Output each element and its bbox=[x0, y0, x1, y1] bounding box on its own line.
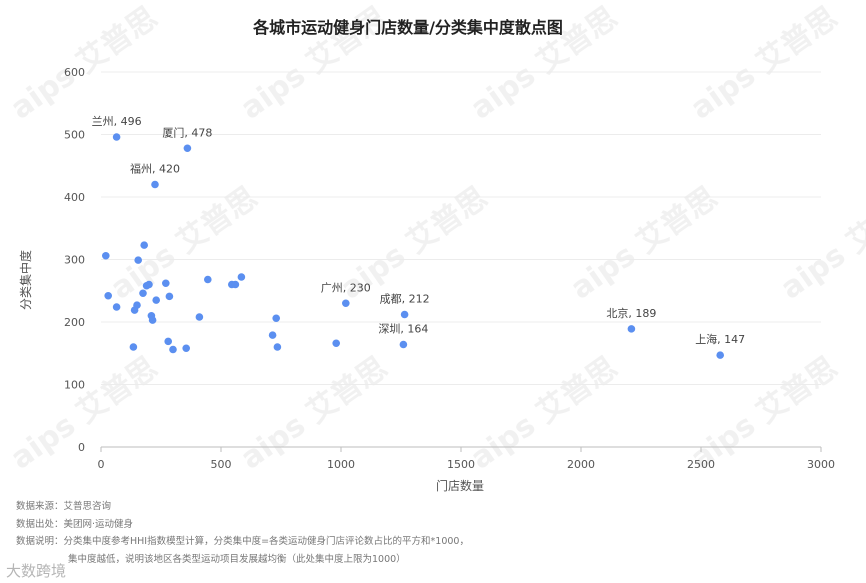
footnote-origin: 数据出处：美团网·运动健身 bbox=[16, 518, 134, 530]
scatter-point bbox=[273, 343, 282, 351]
axes: 0 100 200 300 400 500 600 0 500 1000 1500 2000 2500 3… bbox=[64, 66, 835, 471]
watermark-logo: aips 艾普思 bbox=[565, 180, 725, 306]
scatter-point bbox=[152, 296, 160, 304]
x-tick-label: 1000 bbox=[327, 458, 355, 471]
scatter-point bbox=[400, 310, 409, 319]
footnote-note-cont: 集中度越低，说明该地区各类型运动项目发展越均衡（此处集中度上限为1000） bbox=[68, 553, 406, 565]
scatter-point bbox=[112, 133, 121, 141]
x-tick-label: 3000 bbox=[807, 458, 835, 471]
scatter-point bbox=[627, 325, 636, 333]
scatter-point bbox=[237, 273, 246, 281]
y-tick-label: 0 bbox=[78, 441, 85, 454]
x-tick-label: 0 bbox=[98, 458, 105, 471]
y-tick-label: 500 bbox=[64, 129, 85, 142]
point-label: 兰州, 496 bbox=[92, 115, 142, 128]
scatter-point bbox=[129, 343, 138, 351]
scatter-point bbox=[148, 316, 157, 324]
point-label: 厦门, 478 bbox=[162, 125, 212, 139]
watermark-logo: aips 艾普思 bbox=[105, 180, 265, 306]
y-tick-label: 400 bbox=[64, 191, 85, 204]
x-tick-label: 2500 bbox=[687, 458, 715, 471]
scatter-point bbox=[716, 351, 724, 359]
scatter-point bbox=[134, 256, 142, 264]
scatter-point bbox=[112, 303, 121, 311]
watermark-logo: aips 艾普思 bbox=[775, 180, 866, 306]
corner-brand-logo: 大数跨境 bbox=[6, 562, 67, 580]
footnotes: 数据来源：艾普思咨询 数据出处：美团网·运动健身 数据说明：分类集中度参考HHI… bbox=[16, 498, 469, 568]
scatter-point bbox=[169, 345, 177, 354]
x-axis-title: 门店数量 bbox=[436, 478, 484, 493]
scatter-point bbox=[104, 291, 112, 300]
scatter-point bbox=[332, 339, 341, 348]
scatter-point bbox=[183, 144, 192, 153]
x-tick-label: 1500 bbox=[447, 458, 475, 471]
chart-title: 各城市运动健身门店数量/分类集中度散点图 bbox=[252, 18, 563, 37]
x-tick-label: 2000 bbox=[567, 458, 595, 471]
scatter-point bbox=[342, 299, 350, 308]
point-label: 成都, 212 bbox=[380, 293, 430, 306]
scatter-point bbox=[145, 280, 153, 289]
y-axis-title: 分类集中度 bbox=[18, 250, 33, 310]
scatter-point bbox=[162, 279, 170, 288]
watermark-logo: aips 艾普思 bbox=[5, 0, 165, 126]
scatter-point bbox=[182, 344, 190, 353]
footnote-note: 数据说明：分类集中度参考HHI指数模型计算，分类集中度=各类运动健身门店评论数占… bbox=[16, 536, 469, 547]
watermark-logo: aips 艾普思 bbox=[465, 350, 625, 476]
watermark-logo: aips 艾普思 bbox=[235, 350, 395, 476]
y-tick-label: 600 bbox=[64, 66, 85, 79]
point-label: 北京, 189 bbox=[606, 306, 656, 320]
scatter-point bbox=[231, 280, 240, 289]
watermark-logo: aips 艾普思 bbox=[685, 0, 845, 126]
point-label: 深圳, 164 bbox=[378, 323, 428, 336]
y-tick-label: 300 bbox=[64, 254, 85, 267]
scatter-point bbox=[272, 314, 281, 323]
y-tick-label: 200 bbox=[64, 316, 85, 329]
scatter-point bbox=[268, 331, 277, 339]
scatter-point bbox=[140, 241, 148, 249]
scatter-point bbox=[151, 180, 159, 189]
scatter-point bbox=[139, 289, 147, 298]
point-label: 福州, 420 bbox=[130, 162, 180, 176]
x-tick-label: 500 bbox=[211, 458, 232, 471]
scatter-point bbox=[195, 313, 204, 321]
scatter-point bbox=[164, 337, 172, 346]
watermark-logo: aips 艾普思 bbox=[5, 350, 165, 476]
scatter-point bbox=[165, 292, 174, 301]
gridlines bbox=[101, 71, 821, 385]
scatter-point bbox=[133, 301, 141, 309]
point-label: 上海, 147 bbox=[695, 332, 745, 346]
scatter-point bbox=[204, 275, 212, 284]
scatter-point bbox=[102, 251, 110, 260]
data-points bbox=[102, 133, 724, 359]
data-labels: 兰州, 496 厦门, 478 福州, 420 广州, 230 成都, 212 深圳, 1… bbox=[92, 115, 746, 346]
footnote-source: 数据来源：艾普思咨询 bbox=[16, 501, 112, 512]
scatter-point bbox=[399, 340, 408, 349]
point-label: 广州, 230 bbox=[321, 281, 371, 294]
y-tick-label: 100 bbox=[64, 379, 85, 392]
